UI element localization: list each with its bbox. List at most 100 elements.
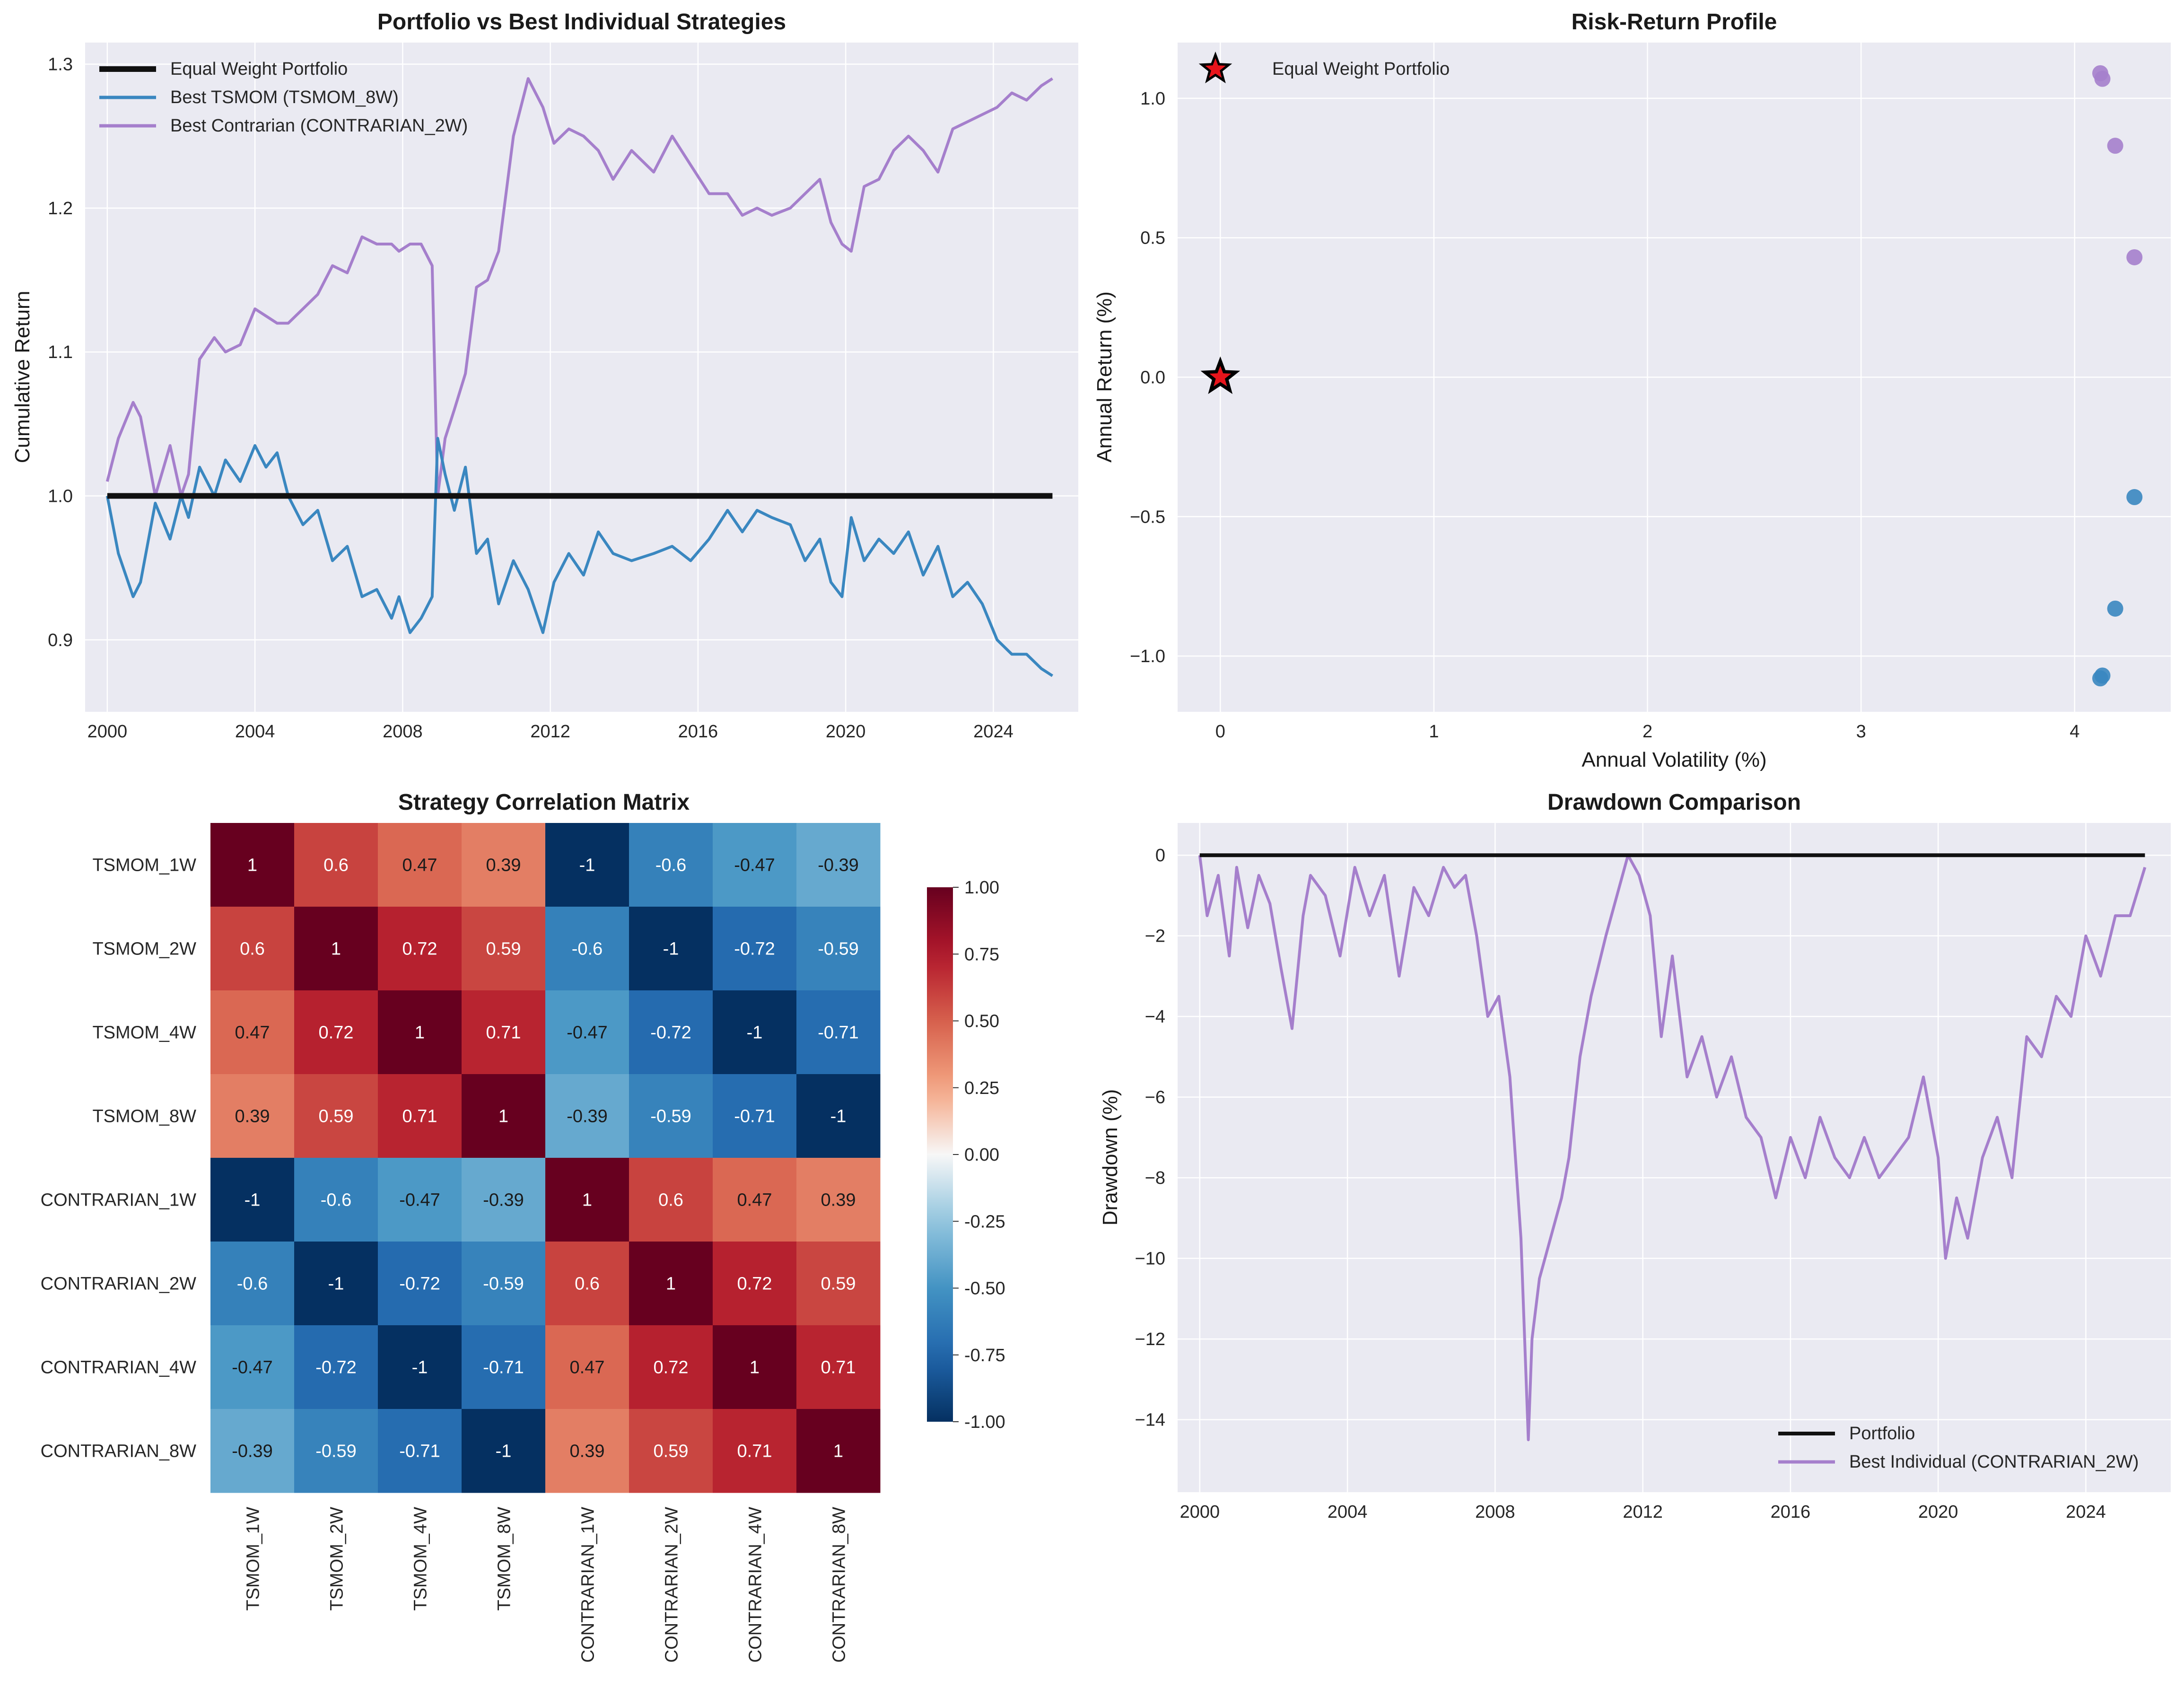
portfolio-star-point	[1200, 356, 1241, 394]
correlation-column-label: TSMOM_4W	[411, 1507, 431, 1611]
drawdown-y-tick-label: −2	[1145, 927, 1165, 946]
correlation-value-label: 1	[498, 1107, 508, 1127]
drawdown-legend-entry-label: Best Individual (CONTRARIAN_2W)	[1849, 1452, 2139, 1472]
correlation-cell	[462, 823, 546, 907]
correlation-cell	[796, 1409, 881, 1493]
correlation-cell	[629, 990, 713, 1075]
contrarian-scatter-point	[2094, 70, 2111, 87]
correlation-value-label: -0.59	[315, 1442, 357, 1461]
correlation-value-label: 1	[833, 1442, 843, 1461]
correlation-cell	[629, 823, 713, 907]
correlation-value-label: -0.47	[232, 1358, 273, 1378]
correlation-cell	[629, 1242, 713, 1326]
correlation-cell	[629, 907, 713, 991]
cumulative-return-legend-entry-label: Equal Weight Portfolio	[170, 59, 348, 79]
correlation-value-label: -0.47	[399, 1190, 440, 1210]
drawdown-panel: 2000 2004 2008 2012 2016 2020 2024 0 −2 −4 −6 −8 −10…	[1099, 790, 2171, 1522]
correlation-cell	[545, 1409, 629, 1493]
correlation-value-label: 0.39	[570, 1442, 605, 1461]
correlation-value-label: 0.39	[235, 1107, 270, 1127]
risk-return-y-tick-label: −0.5	[1130, 507, 1165, 527]
correlation-value-label: 0.72	[402, 939, 437, 959]
correlation-value-label: 0.47	[235, 1023, 270, 1043]
cumulative-return-legend-entry-label: Best TSMOM (TSMOM_8W)	[170, 87, 399, 107]
correlation-cell	[462, 1242, 546, 1326]
correlation-row-label: CONTRARIAN_8W	[41, 1442, 196, 1461]
cumulative-return-legend: Equal Weight Portfolio Best TSMOM (TSMOM_…	[99, 59, 468, 136]
correlation-cell	[629, 1409, 713, 1493]
correlation-cell	[210, 1409, 295, 1493]
drawdown-legend-entry-label: Portfolio	[1849, 1424, 1915, 1443]
correlation-cell	[294, 990, 378, 1075]
correlation-cell	[713, 823, 797, 907]
colorbar-tick-label: 0.75	[964, 945, 999, 964]
correlation-value-label: -0.71	[734, 1107, 775, 1127]
correlation-value-label: -1	[328, 1274, 344, 1294]
drawdown-x-tick-label: 2020	[1918, 1502, 1958, 1522]
cumulative-return-x-tick-label: 2004	[235, 722, 275, 742]
correlation-cell	[545, 990, 629, 1075]
drawdown-y-tick-label: −10	[1135, 1249, 1165, 1269]
correlation-value-label: 0.59	[319, 1107, 354, 1127]
cumulative-return-y-tick-label: 1.1	[48, 342, 73, 362]
cumulative-return-x-tick-label: 2008	[383, 722, 423, 742]
correlation-cell	[713, 1242, 797, 1326]
correlation-cell	[462, 1325, 546, 1409]
contrarian-scatter-point	[2126, 249, 2143, 265]
correlation-cell	[378, 990, 462, 1075]
correlation-value-label: -1	[663, 939, 679, 959]
correlation-value-label: -0.72	[315, 1358, 357, 1378]
correlation-value-label: -0.39	[567, 1107, 608, 1127]
correlation-value-label: -0.59	[650, 1107, 691, 1127]
correlation-cell	[713, 1325, 797, 1409]
cumulative-return-x-tick-label: 2020	[826, 722, 866, 742]
correlation-value-label: -0.72	[399, 1274, 440, 1294]
correlation-value-label: 0.6	[323, 856, 349, 875]
colorbar-tick-label: -0.75	[964, 1346, 1005, 1365]
correlation-cell	[796, 1158, 881, 1242]
correlation-cell	[629, 1074, 713, 1158]
correlation-cell	[545, 1242, 629, 1326]
risk-return-x-tick-label: 0	[1215, 722, 1225, 742]
colorbar-tick-label: 0.00	[964, 1145, 999, 1165]
correlation-value-label: 0.47	[570, 1358, 605, 1378]
correlation-cell	[462, 1074, 546, 1158]
cumulative-return-panel: 2000 2004 2008 2012 2016 2020 2024 0.9 1.0 1.1 1.2…	[11, 9, 1078, 742]
risk-return-panel: 0 1 2 3 4 −1.0 −0.5 0.0 0.5 1.0 Risk-Return Profi…	[1093, 9, 2171, 771]
risk-return-x-tick-label: 3	[1856, 722, 1866, 742]
correlation-cell	[713, 990, 797, 1075]
tsmom-line	[105, 437, 1054, 677]
risk-return-x-axis-label: Annual Volatility (%)	[1581, 748, 1766, 771]
correlation-value-label: -0.71	[818, 1023, 859, 1043]
correlation-cell	[378, 1074, 462, 1158]
drawdown-y-tick-label: −14	[1135, 1410, 1165, 1430]
correlation-column-label: TSMOM_8W	[495, 1507, 515, 1611]
correlation-column-label: TSMOM_2W	[327, 1507, 347, 1611]
correlation-value-label: 0.47	[737, 1190, 772, 1210]
correlation-cell	[294, 823, 378, 907]
cumulative-return-y-tick-label: 1.0	[48, 487, 73, 507]
drawdown-title: Drawdown Comparison	[1547, 790, 1801, 815]
correlation-value-label: 0.6	[658, 1190, 683, 1210]
correlation-value-label: 0.71	[737, 1442, 772, 1461]
tsmom-scatter-point	[2107, 600, 2123, 617]
risk-return-x-tick-label: 1	[1429, 722, 1439, 742]
risk-return-y-axis-label: Annual Return (%)	[1093, 291, 1116, 463]
correlation-value-label: -1	[747, 1023, 763, 1043]
colorbar-tick-label: 1.00	[964, 878, 999, 898]
correlation-cell	[294, 1409, 378, 1493]
correlation-value-label: 0.72	[319, 1023, 354, 1043]
correlation-value-label: -0.39	[818, 856, 859, 875]
correlation-cell	[545, 1158, 629, 1242]
correlation-cell	[210, 1242, 295, 1326]
correlation-value-label: 0.59	[654, 1442, 689, 1461]
correlation-column-label: CONTRARIAN_8W	[830, 1507, 849, 1662]
correlation-cell	[462, 907, 546, 991]
cumulative-return-x-tick-label: 2016	[678, 722, 718, 742]
correlation-cell	[210, 823, 295, 907]
risk-return-y-tick-label: 1.0	[1140, 89, 1165, 109]
cumulative-return-y-tick-label: 1.2	[48, 199, 73, 219]
risk-return-y-tick-label: −1.0	[1130, 647, 1165, 666]
correlation-value-label: 1	[750, 1358, 760, 1378]
